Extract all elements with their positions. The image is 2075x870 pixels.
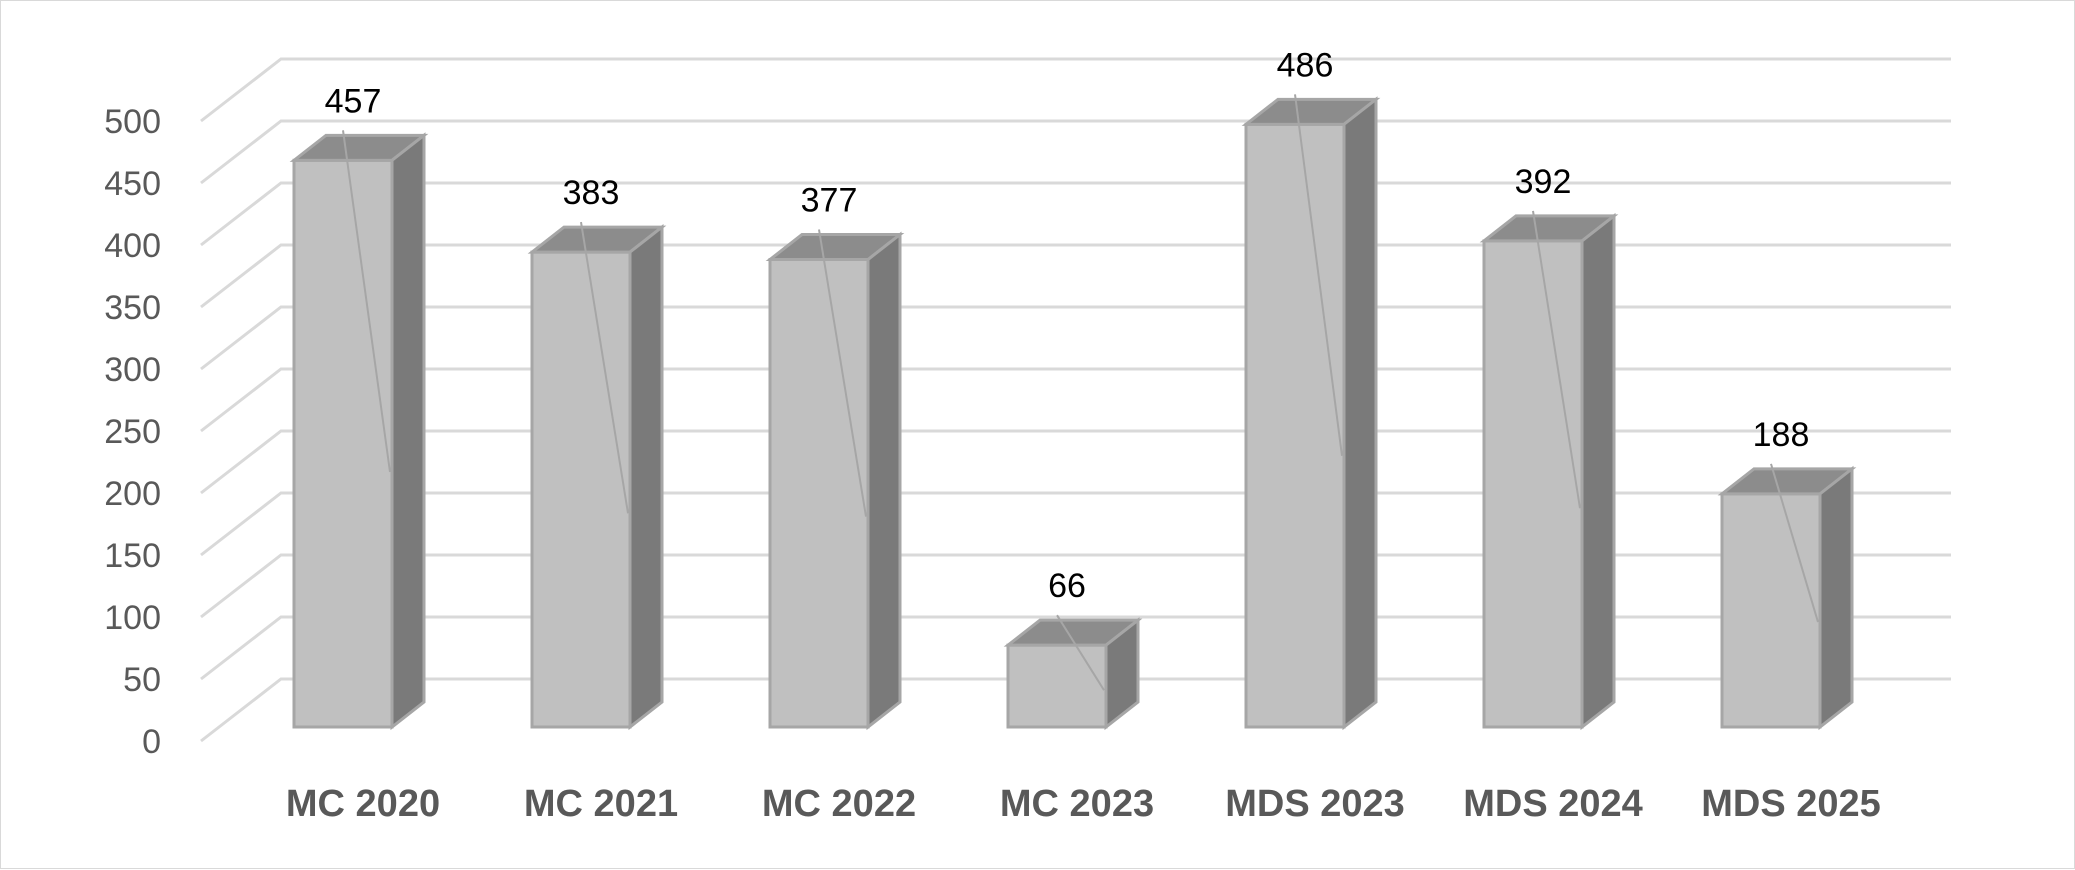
gridline — [200, 305, 1951, 371]
gridlines — [200, 57, 1951, 743]
x-tick-label: MC 2021 — [524, 783, 678, 825]
x-tick-label: MC 2020 — [286, 783, 440, 825]
bar-side-face — [866, 231, 902, 731]
data-label-leader-line — [342, 130, 391, 473]
bar-front-face — [1482, 239, 1584, 729]
y-tick-label: 350 — [104, 289, 161, 327]
data-label-leader-line — [1056, 614, 1105, 691]
y-axis-tick-labels: 0 50 100 150 200 250 300 350 400 450 500 — [104, 103, 161, 761]
bar-side-face — [1104, 617, 1140, 731]
bar-side-face — [1342, 96, 1378, 731]
bar — [765, 229, 905, 731]
gridline — [200, 677, 1951, 743]
bar — [1479, 210, 1619, 731]
data-label-leader-line — [818, 229, 867, 517]
y-tick-label: 100 — [104, 599, 161, 637]
y-tick-label: 300 — [104, 351, 161, 389]
gridline — [200, 57, 1951, 123]
bar-front-face — [1244, 122, 1346, 729]
gridline — [200, 367, 1951, 433]
data-label-leader-line — [1294, 94, 1343, 456]
gridline — [200, 491, 1951, 557]
bar — [1003, 614, 1143, 731]
bar — [289, 130, 429, 731]
bar — [1241, 94, 1381, 731]
data-label-leader-line — [580, 221, 629, 514]
y-tick-label: 200 — [104, 475, 161, 513]
gridline — [200, 429, 1951, 495]
y-tick-label: 450 — [104, 165, 161, 203]
gridline — [200, 181, 1951, 247]
bar-side-face — [1580, 212, 1616, 731]
bar — [527, 221, 667, 731]
bar-side-face — [628, 224, 664, 731]
data-label: 457 — [325, 82, 382, 120]
bars — [289, 94, 1857, 731]
bar-side-face — [390, 132, 426, 731]
bar-front-face — [292, 158, 394, 729]
x-tick-label: MC 2022 — [762, 783, 916, 825]
x-tick-label: MDS 2024 — [1463, 783, 1643, 825]
bar-front-face — [768, 258, 870, 729]
data-label: 377 — [801, 182, 858, 220]
data-labels: 457 383 377 66 486 392 188 — [325, 46, 1810, 605]
bar-side-face — [1818, 465, 1854, 731]
gridline — [200, 615, 1951, 681]
x-tick-label: MC 2023 — [1000, 783, 1154, 825]
data-label-leader-line — [1770, 463, 1819, 623]
y-tick-label: 50 — [123, 661, 161, 699]
gridline — [200, 553, 1951, 619]
y-tick-label: 400 — [104, 227, 161, 265]
bar-front-face — [1720, 492, 1822, 729]
gridline — [200, 243, 1951, 309]
bar-front-face — [530, 250, 632, 729]
data-label-leader-line — [1532, 210, 1581, 509]
data-label: 188 — [1753, 416, 1810, 454]
y-tick-label: 250 — [104, 413, 161, 451]
bar-front-face — [1006, 643, 1108, 729]
x-tick-label: MDS 2025 — [1701, 783, 1881, 825]
y-tick-label: 500 — [104, 103, 161, 141]
y-tick-label: 0 — [142, 723, 161, 761]
bar — [1717, 463, 1857, 731]
data-label: 66 — [1048, 567, 1086, 605]
x-tick-label: MDS 2023 — [1225, 783, 1405, 825]
x-axis-tick-labels: MC 2020 MC 2021 MC 2022 MC 2023 MDS 2023 MDS … — [286, 783, 1881, 825]
data-label: 392 — [1515, 163, 1572, 201]
y-tick-label: 150 — [104, 537, 161, 575]
data-label: 486 — [1277, 46, 1334, 84]
data-label: 383 — [563, 174, 620, 212]
gridline — [200, 119, 1951, 185]
